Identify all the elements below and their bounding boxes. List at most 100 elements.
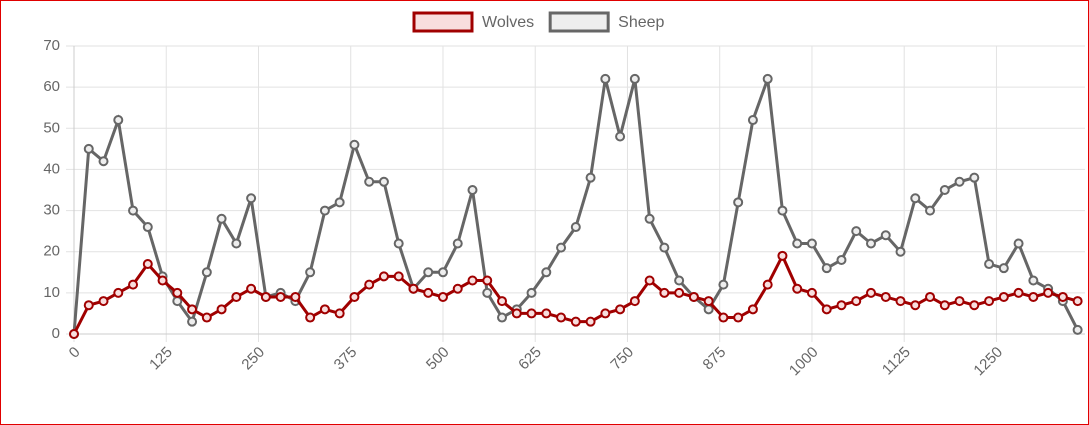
data-point: [600, 73, 611, 84]
y-tick-label: 20: [43, 243, 60, 260]
legend-label: Sheep: [618, 14, 664, 31]
data-point: [98, 156, 109, 167]
x-tick-label: 875: [700, 344, 730, 374]
data-point: [541, 308, 552, 319]
data-point: [851, 296, 862, 307]
data-point: [733, 197, 744, 208]
data-point: [467, 185, 478, 195]
y-tick-label: 40: [43, 160, 60, 177]
x-tick-label: 0: [66, 344, 84, 362]
data-point: [836, 254, 847, 265]
data-point: [954, 176, 965, 187]
data-point: [629, 296, 640, 307]
data-point: [437, 291, 448, 302]
data-point: [482, 287, 493, 298]
data-point: [393, 271, 404, 282]
data-point: [910, 193, 921, 204]
data-point: [1028, 275, 1039, 286]
data-point: [762, 279, 773, 290]
data-point: [113, 287, 124, 298]
data-point: [644, 275, 655, 286]
data-point: [644, 213, 655, 224]
data-point: [275, 291, 286, 302]
y-tick-label: 50: [43, 119, 60, 136]
data-point: [1072, 296, 1083, 307]
data-point: [659, 242, 670, 253]
data-point: [69, 329, 79, 339]
data-point: [1028, 291, 1039, 302]
data-point: [910, 300, 921, 311]
data-point: [334, 197, 345, 208]
data-point: [777, 250, 788, 261]
data-point: [615, 304, 626, 315]
data-point: [939, 300, 950, 311]
data-point: [851, 226, 862, 237]
data-point: [880, 230, 891, 241]
data-point: [806, 287, 817, 298]
data-point: [703, 296, 714, 307]
data-point: [895, 296, 906, 307]
data-point: [821, 304, 832, 315]
data-point: [452, 283, 463, 294]
data-point: [836, 300, 847, 311]
x-tick-label: 250: [238, 344, 268, 374]
data-point: [334, 308, 345, 319]
data-point: [467, 275, 478, 286]
data-point: [821, 263, 832, 274]
data-point: [777, 205, 788, 216]
legend-label: Wolves: [482, 14, 534, 31]
data-point: [659, 287, 670, 298]
data-point: [806, 238, 817, 249]
data-point: [113, 115, 124, 126]
data-point: [216, 304, 227, 315]
data-point: [231, 291, 242, 302]
x-tick-label: 125: [146, 344, 176, 374]
data-point: [497, 296, 508, 307]
data-point: [984, 296, 995, 307]
data-point: [98, 296, 109, 307]
data-point: [526, 308, 537, 319]
data-point: [201, 312, 212, 323]
x-tick-label: 750: [607, 344, 637, 374]
y-tick-label: 70: [43, 37, 60, 54]
data-point: [865, 238, 876, 249]
y-tick-label: 60: [43, 78, 60, 95]
data-point: [526, 287, 537, 298]
legend: Wolves Sheep: [412, 11, 665, 33]
data-point: [792, 238, 803, 249]
data-point: [187, 304, 198, 315]
data-point: [570, 222, 581, 233]
data-point: [511, 308, 522, 319]
data-point: [984, 259, 995, 270]
x-tick-label: 625: [515, 344, 545, 374]
x-tick-label: 1250: [970, 344, 1006, 380]
data-point: [998, 263, 1009, 274]
data-point: [1043, 287, 1054, 298]
data-point: [172, 296, 183, 307]
data-point: [688, 291, 699, 302]
data-point: [172, 287, 183, 298]
data-point: [128, 279, 139, 290]
x-tick-label: 375: [331, 344, 361, 374]
data-point: [1013, 238, 1024, 249]
data-point: [925, 205, 936, 216]
x-tick-label: 1125: [879, 344, 914, 379]
data-point: [378, 271, 389, 282]
data-point: [585, 316, 596, 327]
data-point: [290, 291, 301, 302]
y-tick-label: 30: [43, 202, 60, 219]
data-point: [423, 287, 434, 298]
data-point: [939, 185, 950, 195]
data-point: [349, 291, 360, 302]
data-point: [246, 193, 257, 204]
data-point: [393, 238, 404, 249]
data-point: [969, 300, 980, 311]
data-point: [762, 73, 773, 84]
data-point: [364, 176, 375, 187]
series: [69, 250, 1083, 339]
data-point: [201, 267, 212, 278]
data-point: [747, 115, 758, 126]
data-point: [733, 312, 744, 323]
